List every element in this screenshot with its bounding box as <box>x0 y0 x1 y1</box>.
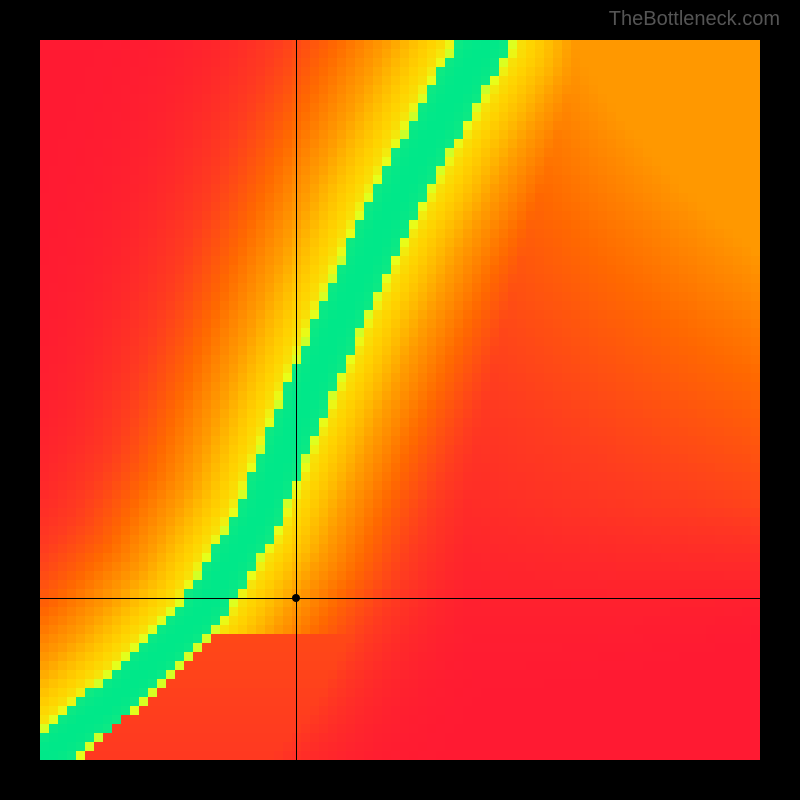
crosshair-vertical <box>296 40 297 760</box>
crosshair-horizontal <box>40 598 760 599</box>
watermark-text: TheBottleneck.com <box>609 8 780 31</box>
marker-dot <box>292 594 300 602</box>
plot-area <box>40 40 760 760</box>
chart-container: TheBottleneck.com <box>0 0 800 800</box>
heatmap-canvas <box>40 40 760 760</box>
